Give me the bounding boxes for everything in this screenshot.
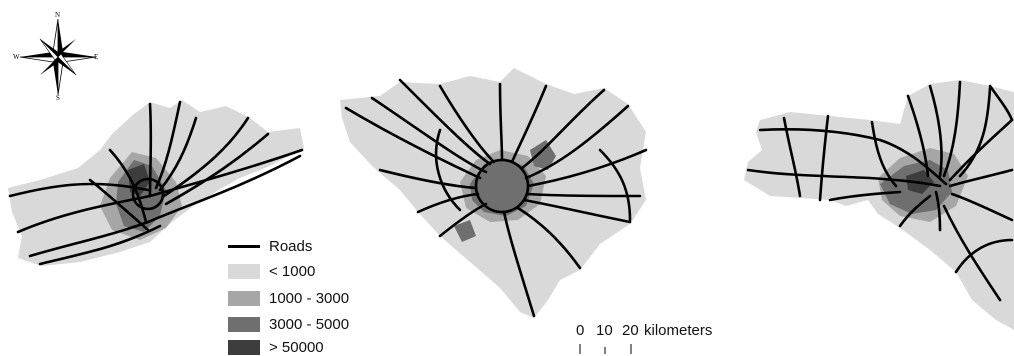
legend-item-class-2: 1000 - 3000 [228,289,349,307]
legend-item-roads: Roads [228,237,312,255]
city-map-center [340,68,648,318]
legend-label-class-3: 3000 - 5000 [269,315,350,333]
scale-unit-label: kilometers [644,322,713,339]
suburb-area-center-1 [530,140,556,170]
legend-label-class-1: < 1000 [269,262,316,280]
legend-item-class-4: > 50000 [228,338,324,356]
compass-south-label: S [56,94,60,102]
compass-rose [19,18,97,96]
compass-east-label: E [94,53,99,61]
legend-label-class-4: > 50000 [269,338,324,356]
low-density-area-right [744,80,1014,330]
legend-label-roads: Roads [269,237,313,255]
city-map-left [8,100,304,266]
scale-tick-label-20: 20 [622,322,639,339]
road-network-center [344,78,648,318]
legend-label-class-2: 1000 - 3000 [269,289,350,307]
compass-north-label: N [55,11,61,19]
legend-item-class-1: < 1000 [228,262,315,280]
road-network-right [746,80,1014,302]
scale-tick-label-0: 0 [576,322,585,339]
road-network-left [8,100,304,266]
scale-tick-label-10: 10 [596,322,613,339]
legend-swatch-class-4 [228,339,260,355]
roads-line-symbol [228,244,260,248]
compass-west-label: W [13,53,20,61]
legend-item-class-3: 3000 - 5000 [228,315,349,333]
city-map-right [744,80,1014,330]
scale-bar-graphic [579,344,632,354]
legend-swatch-class-2 [228,290,260,306]
legend-swatch-class-1 [228,263,260,279]
legend-swatch-class-3 [228,316,260,332]
suburb-area-center-2 [454,220,476,242]
